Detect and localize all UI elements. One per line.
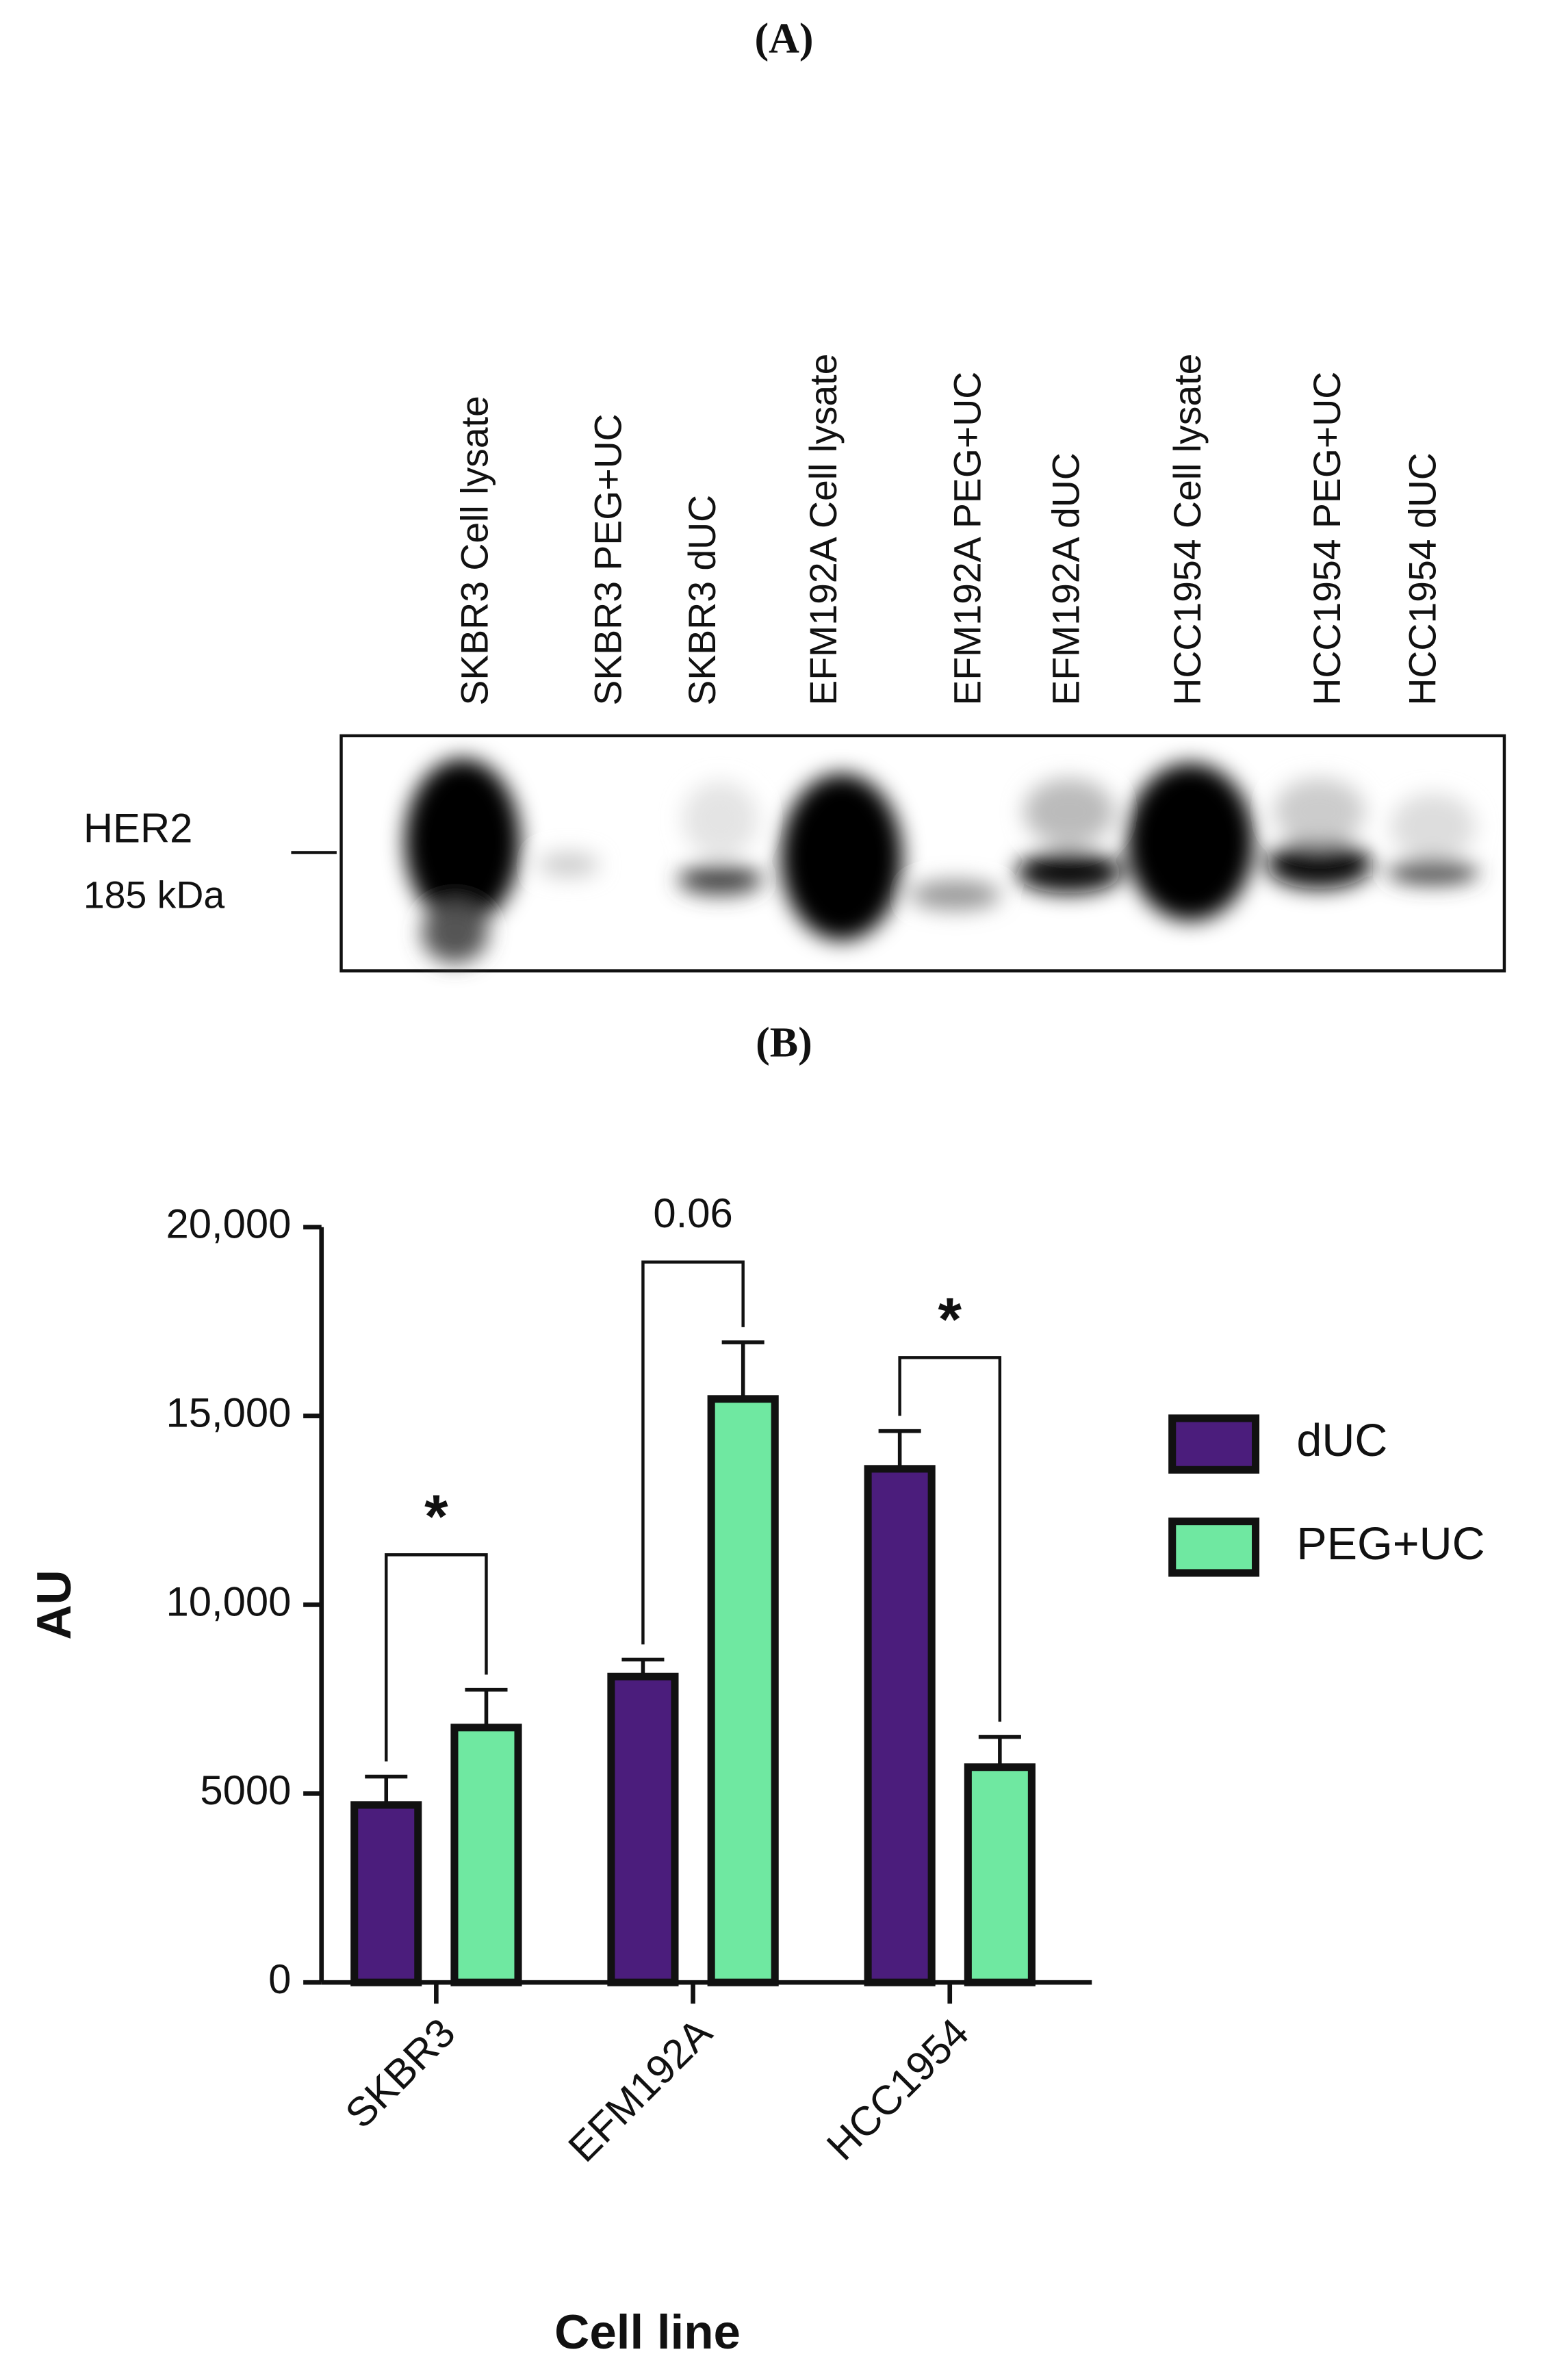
y-tick-label: 10,000	[166, 1578, 291, 1624]
legend-label: dUC	[1296, 1416, 1387, 1466]
x-axis-title: Cell line	[554, 2305, 741, 2359]
marker-label: HER2	[83, 805, 193, 851]
lane-label: HCC1954 Cell lysate	[1166, 354, 1209, 706]
legend-swatch	[1168, 1518, 1260, 1577]
bar	[350, 1801, 422, 1986]
significance-bracket	[385, 1553, 488, 1762]
significance-label: *	[424, 1483, 448, 1550]
lane-label: SKBR3 PEG+UC	[587, 413, 630, 705]
legend-label: PEG+UC	[1296, 1519, 1485, 1570]
x-tick-label: HCC1954	[818, 2010, 977, 2169]
y-axis-title: AU	[27, 1570, 81, 1639]
lane-label: EFM192A dUC	[1045, 452, 1088, 705]
y-tick-label: 5000	[200, 1767, 291, 1813]
bar	[864, 1465, 936, 1986]
lane-label: SKBR3 Cell lysate	[454, 396, 496, 705]
lane-label: EFM192A PEG+UC	[947, 372, 989, 706]
bar	[707, 1395, 779, 1986]
x-tick-label: SKBR3	[337, 2010, 464, 2137]
bar	[450, 1724, 522, 1986]
lane-label: HCC1954 dUC	[1401, 452, 1443, 705]
y-tick-label: 20,000	[166, 1201, 291, 1247]
western-blot: HER2 185 kDa	[83, 734, 1506, 973]
marker-size: 185 kDa	[83, 874, 224, 917]
significance-bracket	[898, 1356, 1002, 1722]
bar	[607, 1672, 679, 1986]
lane-label: HCC1954 PEG+UC	[1306, 372, 1348, 706]
bar	[964, 1763, 1036, 1986]
significance-label: *	[938, 1285, 962, 1353]
x-tick-label: EFM192A	[559, 2010, 721, 2171]
panel-label: (A)	[754, 16, 813, 62]
panel-label: (B)	[756, 1019, 812, 1066]
y-tick-label: 15,000	[166, 1390, 291, 1435]
lane-label: SKBR3 dUC	[681, 495, 723, 706]
blot-bands	[404, 758, 1479, 964]
significance-bracket	[641, 1260, 745, 1645]
y-tick-label: 0	[268, 1956, 291, 2002]
lane-label: EFM192A Cell lysate	[802, 354, 845, 706]
significance-label: 0.06	[653, 1190, 732, 1236]
legend-swatch	[1168, 1414, 1260, 1474]
